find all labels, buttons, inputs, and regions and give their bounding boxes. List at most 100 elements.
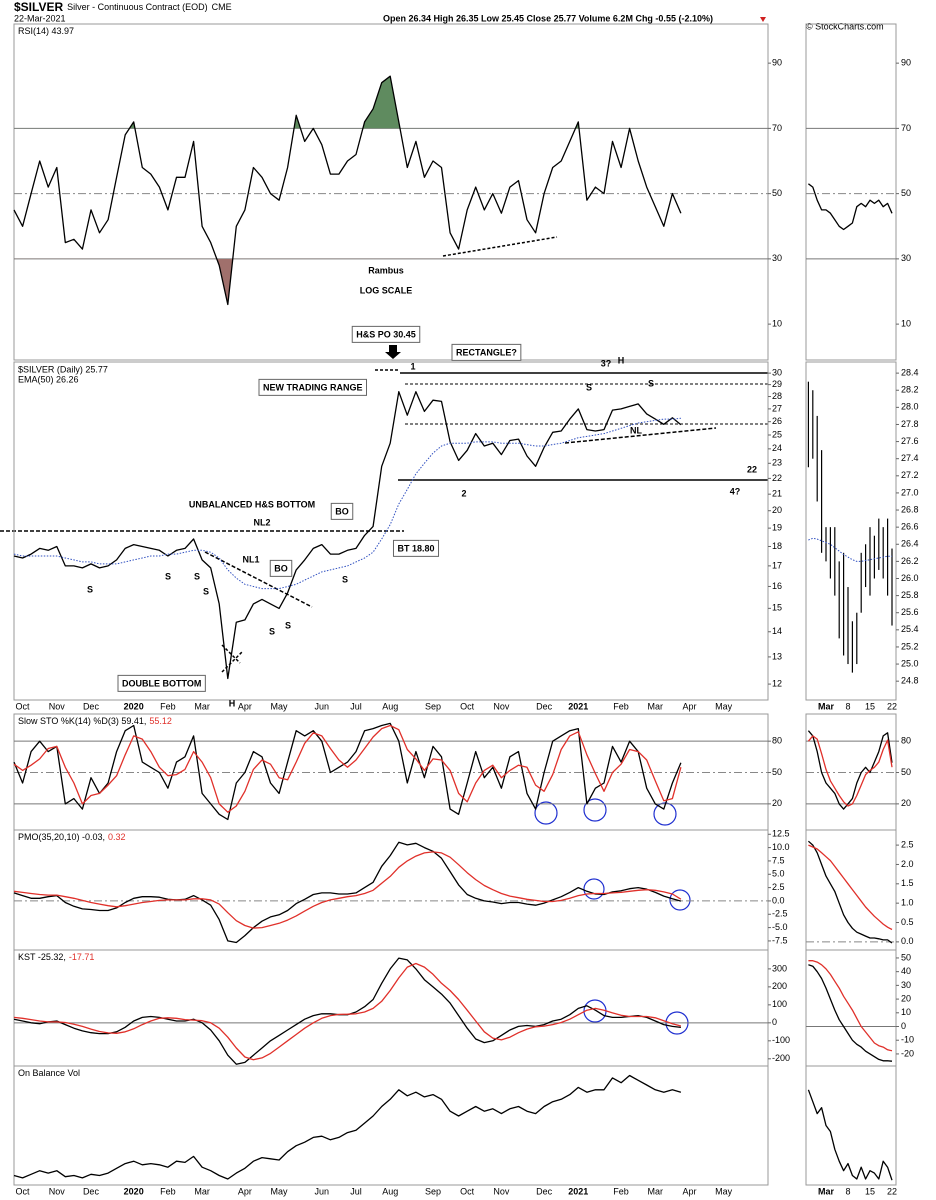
y-tick-label: 25.6 <box>901 607 919 617</box>
signal-line <box>13 851 682 929</box>
signal-line <box>808 844 893 931</box>
y-tick-label: -10 <box>901 1035 914 1045</box>
y-tick-label: -200 <box>772 1053 790 1063</box>
annotation: S <box>194 571 200 581</box>
y-tick-label: 23 <box>772 458 782 468</box>
annotation: 3? <box>601 358 612 368</box>
y-tick-label: 24.8 <box>901 676 919 686</box>
x-tick-label: Jul <box>350 701 362 711</box>
x-tick-label: Apr <box>238 701 252 711</box>
series-line <box>13 957 681 1065</box>
series-line <box>13 722 682 821</box>
annotation: S <box>648 378 654 388</box>
x-tick-label: 8 <box>845 1186 850 1196</box>
y-tick-label: 30 <box>772 368 782 378</box>
annotation: Rambus <box>368 265 404 275</box>
highlight-circle <box>669 889 691 911</box>
panel-frame <box>805 1065 897 1186</box>
y-tick-label: -5.0 <box>772 922 788 932</box>
y-tick-label: 50 <box>901 767 911 777</box>
x-tick-label: Feb <box>160 1186 176 1196</box>
x-tick-label: Mar <box>194 1186 210 1196</box>
legend: Slow STO %K(14) %D(3) 59.41, 55.12 <box>18 716 172 726</box>
x-tick-label: Aug <box>382 701 398 711</box>
y-tick-label: 1.0 <box>901 898 914 908</box>
signal-line <box>13 724 682 813</box>
signal-line <box>13 962 682 1061</box>
x-tick-label: Apr <box>682 701 696 711</box>
x-tick-label: 2021 <box>568 701 588 711</box>
annotation: BO <box>335 506 349 516</box>
annotation: LOG SCALE <box>360 285 413 295</box>
legend-entry: PMO(35,20,10) -0.03, <box>18 832 105 842</box>
annotation: NEW TRADING RANGE <box>263 382 363 392</box>
y-tick-label: 30 <box>772 253 782 263</box>
legend-entry: EMA(50) 26.26 <box>18 374 79 384</box>
exchange: CME <box>212 2 232 12</box>
series-line <box>13 841 682 944</box>
legend-entry: On Balance Vol <box>18 1068 80 1078</box>
y-tick-label: 26.8 <box>901 504 919 514</box>
y-tick-label: 0.5 <box>901 917 914 927</box>
x-tick-label: Apr <box>238 1186 252 1196</box>
x-tick-label: Dec <box>536 1186 553 1196</box>
panel-frame <box>13 713 769 831</box>
series-line <box>807 730 893 810</box>
callout-box <box>451 343 522 361</box>
panel-frame <box>805 361 897 701</box>
y-tick-label: 12.5 <box>772 829 790 839</box>
y-tick-label: -7.5 <box>772 935 788 945</box>
x-tick-label: Oct <box>460 1186 475 1196</box>
x-tick-label: Jun <box>315 1186 330 1196</box>
x-tick-label: Apr <box>682 1186 696 1196</box>
signal-line <box>13 417 681 590</box>
annotation: S <box>269 626 275 636</box>
y-tick-label: 1.5 <box>901 878 914 888</box>
x-tick-label: Nov <box>493 1186 510 1196</box>
y-tick-label: 70 <box>901 123 911 133</box>
y-tick-label: 28 <box>772 391 782 401</box>
panel-frame <box>13 23 769 361</box>
y-tick-label: 25.8 <box>901 590 919 600</box>
x-tick-label: 22 <box>887 701 897 711</box>
annotation: S <box>285 620 291 630</box>
y-tick-label: 26.0 <box>901 573 919 583</box>
annotation: RECTANGLE? <box>456 347 517 357</box>
y-tick-label: 5.0 <box>772 869 785 879</box>
rsi-trendline <box>442 236 558 257</box>
y-tick-label: 25.4 <box>901 624 919 634</box>
y-tick-label: 100 <box>772 999 787 1009</box>
credit: © StockCharts.com <box>806 21 884 31</box>
y-tick-label: 18 <box>772 541 782 551</box>
legend-entry: Slow STO %K(14) %D(3) 59.41, <box>18 716 146 726</box>
x-tick-label: Sep <box>425 701 441 711</box>
y-tick-label: 27.6 <box>901 436 919 446</box>
y-tick-label: 25.0 <box>901 658 919 668</box>
legend: PMO(35,20,10) -0.03, 0.32 <box>18 832 126 842</box>
y-tick-label: 10 <box>772 318 782 328</box>
highlight-circle <box>653 802 677 826</box>
x-tick-label: Feb <box>160 701 176 711</box>
x-tick-label: 15 <box>865 1186 875 1196</box>
x-tick-label: May <box>271 1186 289 1196</box>
panel-frame <box>805 713 897 831</box>
y-tick-label: 30 <box>901 253 911 263</box>
y-tick-label: 40 <box>901 966 911 976</box>
annotation: H <box>229 698 236 708</box>
x-tick-label: Jul <box>350 1186 362 1196</box>
x-tick-label: Dec <box>536 701 553 711</box>
y-tick-label: -2.5 <box>772 909 788 919</box>
panel-frame <box>13 1065 769 1186</box>
instrument-name: Silver - Continuous Contract (EOD) <box>67 2 208 12</box>
legend-entry: KST -25.32, <box>18 952 66 962</box>
y-tick-label: 27.2 <box>901 470 919 480</box>
highlight-circle <box>534 801 558 825</box>
y-tick-label: 20 <box>901 993 911 1003</box>
callout-box <box>351 325 421 343</box>
y-tick-label: 27.4 <box>901 453 919 463</box>
annotation: 1 <box>410 361 415 371</box>
y-tick-label: -20 <box>901 1048 914 1058</box>
nl1-line <box>204 551 313 608</box>
annotation: 22 <box>747 464 757 474</box>
annotation: S <box>203 586 209 596</box>
